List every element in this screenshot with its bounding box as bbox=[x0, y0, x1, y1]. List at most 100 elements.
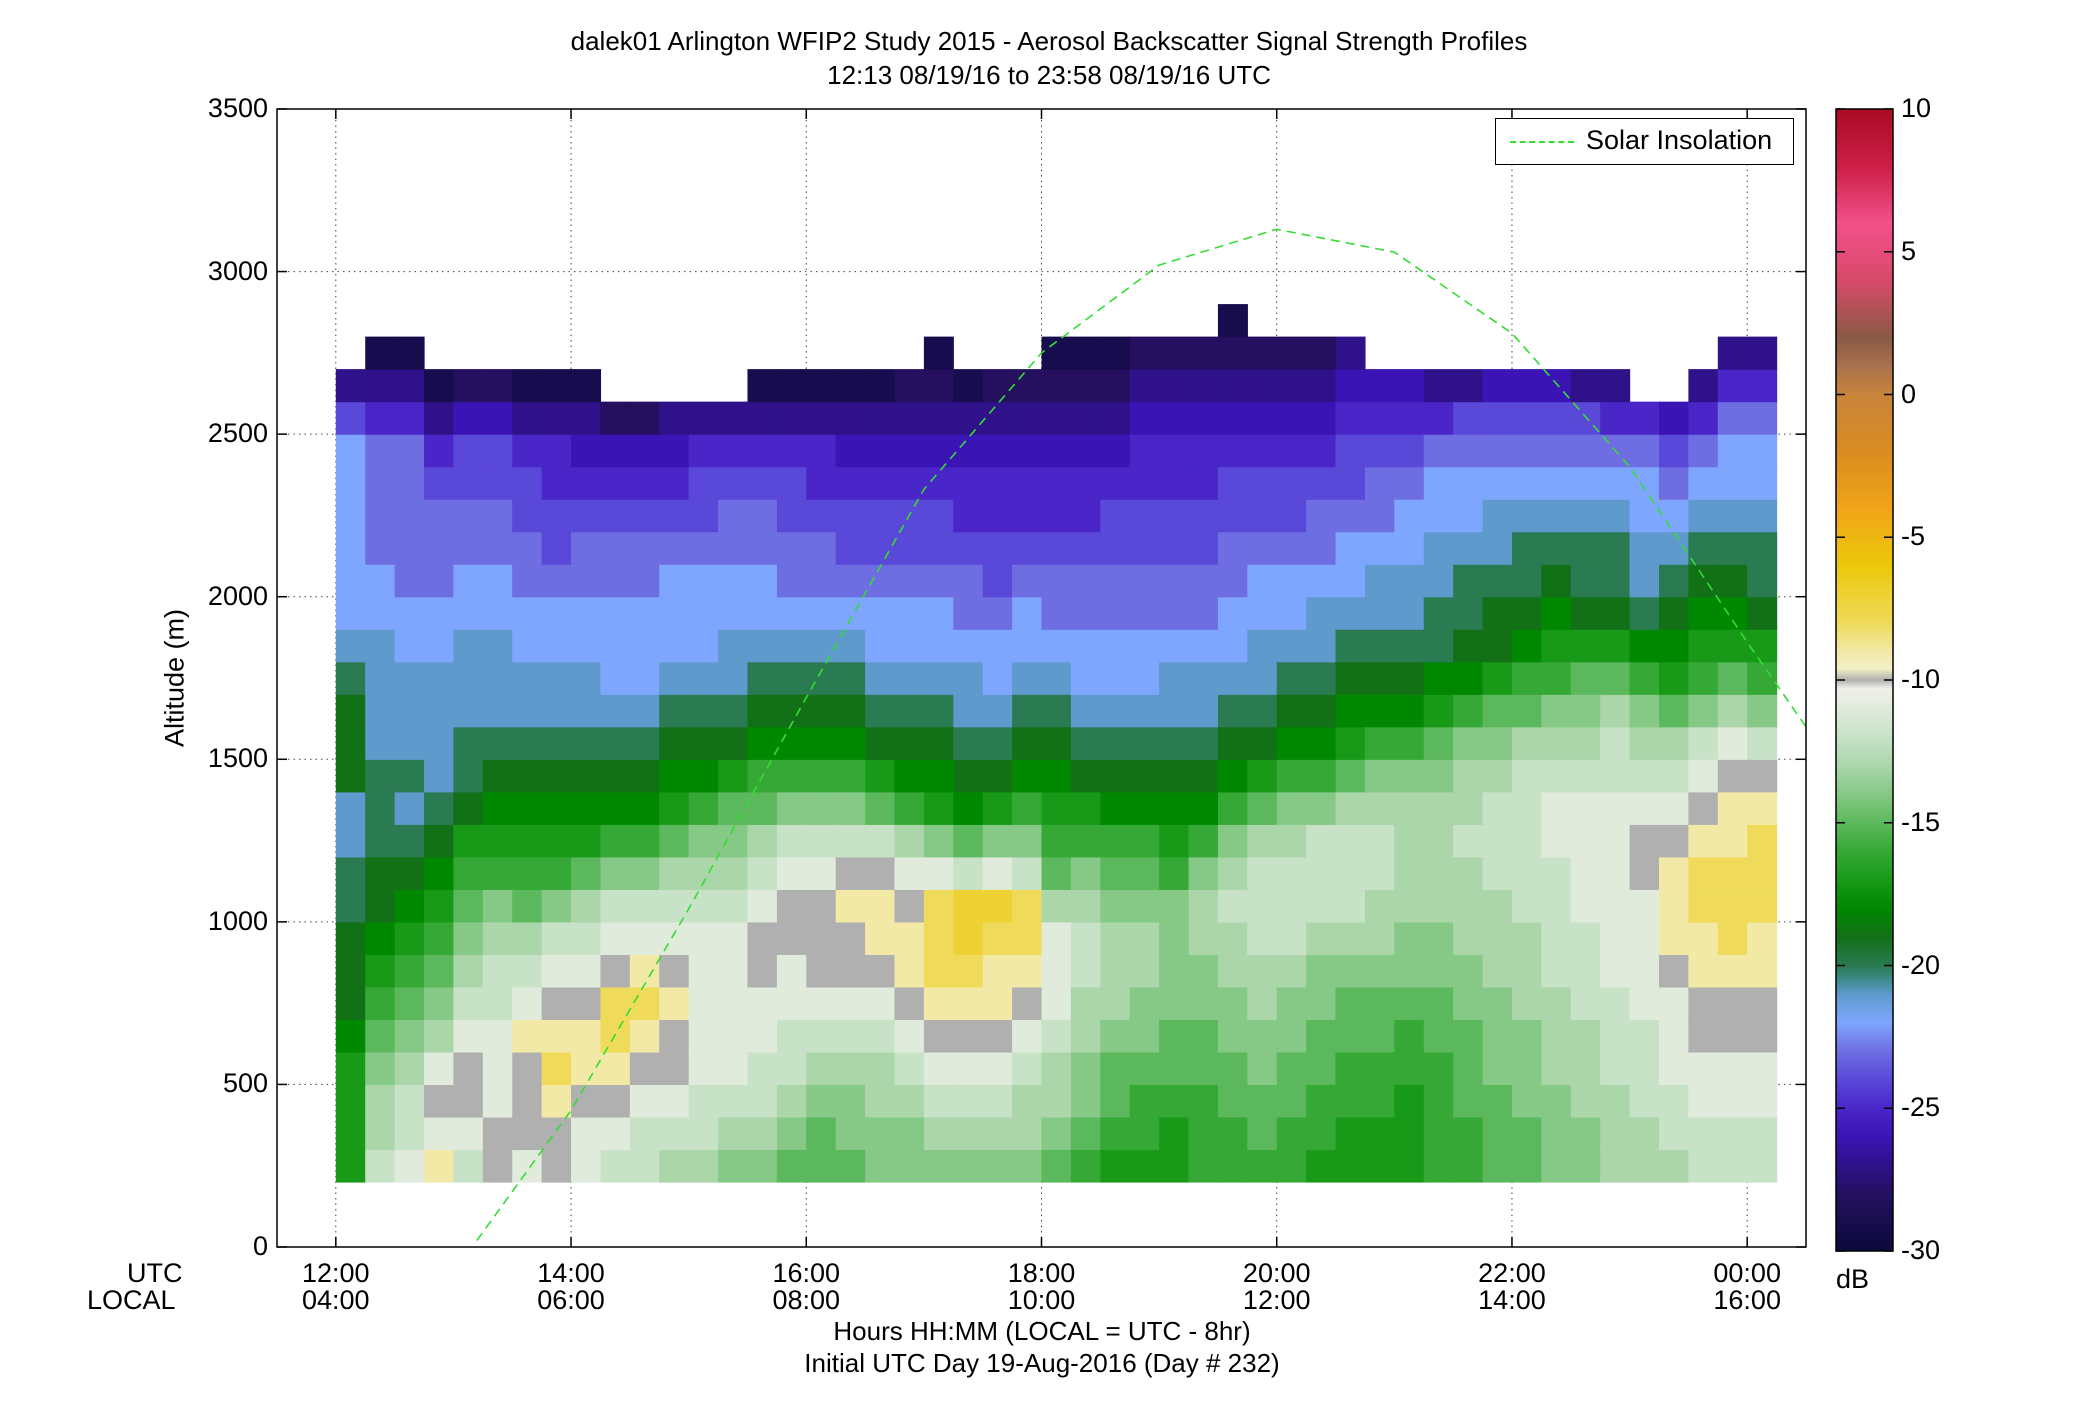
heatmap-cell bbox=[453, 499, 484, 533]
heatmap-cell bbox=[1717, 596, 1748, 630]
heatmap-cell bbox=[541, 434, 572, 468]
heatmap-cell bbox=[835, 661, 866, 695]
heatmap-cell bbox=[1100, 694, 1131, 728]
heatmap-cell bbox=[1717, 791, 1748, 825]
heatmap-cell bbox=[541, 466, 572, 500]
heatmap-cell bbox=[718, 434, 749, 468]
heatmap-cell bbox=[1658, 954, 1689, 988]
heatmap-cell bbox=[600, 1019, 631, 1053]
heatmap-cell bbox=[571, 1116, 602, 1151]
heatmap-cell bbox=[865, 1084, 896, 1118]
heatmap-cell bbox=[1070, 661, 1101, 695]
heatmap-cell bbox=[953, 1084, 984, 1118]
heatmap-cell bbox=[894, 1149, 925, 1183]
heatmap-cell bbox=[1600, 1116, 1631, 1151]
heatmap-cell bbox=[982, 369, 1013, 403]
heatmap-cell bbox=[365, 889, 396, 923]
heatmap-cell bbox=[1541, 986, 1572, 1020]
heatmap-cell bbox=[1747, 629, 1778, 663]
heatmap-cell bbox=[1188, 434, 1219, 468]
heatmap-cell bbox=[953, 759, 984, 793]
heatmap-cell bbox=[1276, 921, 1307, 955]
heatmap-cell bbox=[894, 531, 925, 565]
heatmap-cell bbox=[659, 824, 690, 858]
heatmap-cell bbox=[1629, 596, 1660, 630]
heatmap-cell bbox=[1247, 1019, 1278, 1053]
heatmap-cell bbox=[688, 759, 719, 793]
heatmap-cell bbox=[1658, 629, 1689, 663]
heatmap-cell bbox=[953, 466, 984, 500]
heatmap-cell bbox=[659, 791, 690, 825]
heatmap-cell bbox=[1482, 596, 1513, 630]
heatmap-cell bbox=[600, 856, 631, 890]
heatmap-cell bbox=[953, 369, 984, 403]
heatmap-cell bbox=[923, 921, 954, 955]
heatmap-cell bbox=[659, 564, 690, 598]
heatmap-cell bbox=[1658, 856, 1689, 890]
heatmap-cell bbox=[1688, 531, 1719, 565]
heatmap-cell bbox=[865, 889, 896, 923]
heatmap-cell bbox=[1688, 694, 1719, 728]
heatmap-cell bbox=[1570, 369, 1601, 403]
heatmap-cell bbox=[1335, 726, 1366, 760]
colorbar-tick-label: -15 bbox=[1901, 806, 1941, 837]
heatmap-cell bbox=[1453, 466, 1484, 500]
heatmap-cell bbox=[1482, 889, 1513, 923]
heatmap-cell bbox=[512, 661, 543, 695]
heatmap-cell bbox=[1717, 1116, 1748, 1151]
heatmap-cell bbox=[1600, 466, 1631, 500]
heatmap-cell bbox=[806, 1019, 837, 1053]
heatmap-cell bbox=[394, 889, 425, 923]
heatmap-cell bbox=[541, 921, 572, 955]
heatmap-cell bbox=[1041, 726, 1072, 760]
heatmap-cell bbox=[1570, 629, 1601, 663]
heatmap-cell bbox=[1423, 531, 1454, 565]
heatmap-cell bbox=[1041, 791, 1072, 825]
heatmap-cell bbox=[1159, 1116, 1190, 1151]
heatmap-cell bbox=[512, 824, 543, 858]
heatmap-cell bbox=[1394, 369, 1425, 403]
heatmap-cell bbox=[1570, 564, 1601, 598]
heatmap-cell bbox=[659, 1084, 690, 1118]
heatmap-cell bbox=[1541, 889, 1572, 923]
heatmap-cell bbox=[1747, 596, 1778, 630]
heatmap-cell bbox=[1541, 531, 1572, 565]
heatmap-cell bbox=[688, 726, 719, 760]
heatmap-cell bbox=[1747, 466, 1778, 500]
heatmap-cell bbox=[1159, 434, 1190, 468]
heatmap-cell bbox=[1070, 824, 1101, 858]
heatmap-cell bbox=[1423, 369, 1454, 403]
heatmap-cell bbox=[1482, 434, 1513, 468]
heatmap-cell bbox=[394, 759, 425, 793]
heatmap-cell bbox=[806, 1084, 837, 1118]
heatmap-cell bbox=[365, 921, 396, 955]
heatmap-cell bbox=[1306, 1051, 1337, 1086]
heatmap-cell bbox=[1159, 369, 1190, 403]
heatmap-cell bbox=[335, 889, 366, 923]
heatmap-cell bbox=[365, 499, 396, 533]
heatmap-cell bbox=[1600, 1051, 1631, 1086]
y-tick-label: 2000 bbox=[207, 580, 268, 611]
heatmap-cell bbox=[718, 596, 749, 630]
heatmap-cell bbox=[1129, 954, 1160, 988]
heatmap-cell bbox=[923, 1149, 954, 1183]
heatmap-cell bbox=[835, 1116, 866, 1151]
heatmap-cell bbox=[482, 434, 513, 468]
heatmap-cell bbox=[1482, 1051, 1513, 1086]
heatmap-cell bbox=[982, 434, 1013, 468]
heatmap-cell bbox=[600, 921, 631, 955]
heatmap-cell bbox=[1364, 791, 1395, 825]
heatmap-cell bbox=[1570, 1116, 1601, 1151]
heatmap-cell bbox=[1129, 369, 1160, 403]
heatmap-cell bbox=[335, 531, 366, 565]
heatmap-cell bbox=[1394, 726, 1425, 760]
heatmap-cell bbox=[1364, 1084, 1395, 1118]
heatmap-cell bbox=[453, 629, 484, 663]
heatmap-cell bbox=[1306, 921, 1337, 955]
heatmap-cell bbox=[776, 434, 807, 468]
heatmap-cell bbox=[688, 596, 719, 630]
heatmap-cell bbox=[1217, 629, 1248, 663]
heatmap-cell bbox=[1335, 954, 1366, 988]
heatmap-cell bbox=[923, 596, 954, 630]
heatmap-cell bbox=[1041, 401, 1072, 435]
